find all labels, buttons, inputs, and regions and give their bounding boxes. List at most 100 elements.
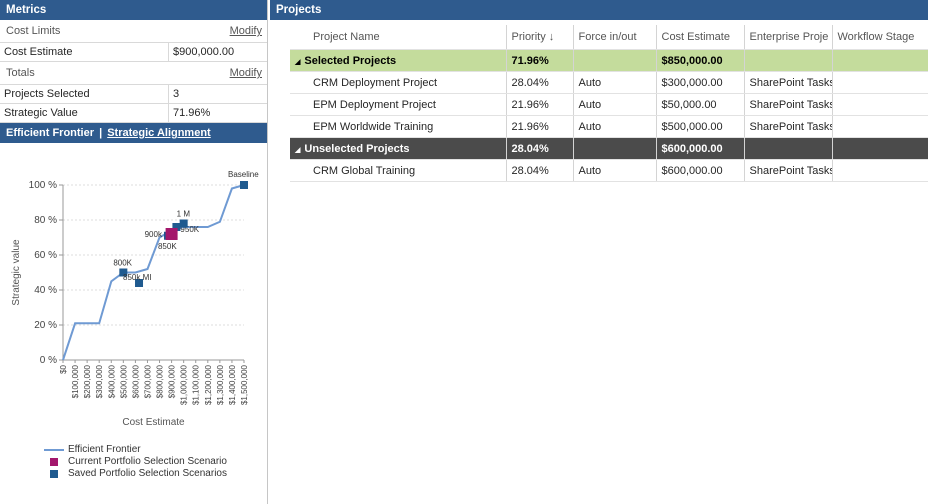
- group-name: Selected Projects: [304, 54, 397, 67]
- x-tick-label: $900,000: [168, 364, 177, 398]
- x-tick-label: $1,200,000: [204, 364, 213, 405]
- current-scenario-point: [165, 228, 178, 240]
- cell-force[interactable]: Auto: [573, 93, 657, 116]
- saved-scenario-label: 850K: [158, 242, 177, 251]
- table-row[interactable]: CRM Global Training 28.04% Auto $600,000…: [290, 159, 928, 182]
- strategic-value-row: Strategic Value 71.96%: [0, 104, 267, 123]
- cell-stage: [832, 93, 928, 116]
- col-force[interactable]: Force in/out: [573, 25, 657, 50]
- chart-legend: Efficient Frontier Current Portfolio Sel…: [44, 444, 227, 480]
- cell-cost: $300,000.00: [656, 71, 745, 94]
- cost-limits-section: Cost Limits Modify: [0, 20, 267, 43]
- saved-scenario-label: 950K: [180, 225, 199, 234]
- x-tick-label: $1,000,000: [180, 364, 189, 405]
- x-tick-label: $700,000: [143, 364, 152, 398]
- metrics-header: Metrics: [0, 0, 267, 20]
- current-scenario-label: 900k: [145, 230, 163, 239]
- projects-grid: Project Name Priority ↓ Force in/out Cos…: [290, 25, 928, 182]
- x-tick-label: $1,300,000: [216, 364, 225, 405]
- projects-panel: Projects Project Name Priority ↓ Force i…: [270, 0, 928, 504]
- totals-section: Totals Modify: [0, 62, 267, 85]
- table-row[interactable]: EPM Worldwide Training 21.96% Auto $500,…: [290, 115, 928, 138]
- x-tick-label: $200,000: [83, 364, 92, 398]
- legend-label-current: Current Portfolio Selection Scenario: [68, 456, 227, 467]
- group-name: Unselected Projects: [304, 142, 410, 155]
- tab-efficient-frontier[interactable]: Efficient Frontier: [6, 127, 95, 139]
- col-cost[interactable]: Cost Estimate: [656, 25, 745, 50]
- x-tick-label: $500,000: [119, 364, 128, 398]
- cost-limits-label: Cost Limits: [6, 25, 61, 37]
- saved-scenario-label: 800K: [113, 259, 132, 268]
- cell-force[interactable]: Auto: [573, 115, 657, 138]
- legend-label-frontier: Efficient Frontier: [68, 444, 141, 455]
- x-tick-label: $1,500,000: [240, 364, 249, 405]
- collapse-icon[interactable]: ◢: [295, 58, 301, 66]
- cell-enterprise: SharePoint Tasks: [744, 71, 833, 94]
- table-row[interactable]: CRM Deployment Project 28.04% Auto $300,…: [290, 71, 928, 94]
- saved-scenario-point: [172, 223, 181, 231]
- cell-name: CRM Global Training: [290, 159, 507, 182]
- left-panel: Metrics Cost Limits Modify Cost Estimate…: [0, 0, 268, 504]
- group-cost: $600,000.00: [656, 137, 745, 160]
- saved-scenario-point: [179, 219, 188, 228]
- strategic-value-label: Strategic Value: [0, 104, 169, 122]
- x-tick-label: $1,400,000: [228, 364, 237, 405]
- legend-item-frontier: Efficient Frontier: [44, 444, 227, 456]
- tab-strategic-alignment[interactable]: Strategic Alignment: [107, 127, 211, 139]
- legend-item-saved: Saved Portfolio Selection Scenarios: [44, 468, 227, 480]
- strategic-value-value: 71.96%: [173, 107, 211, 119]
- saved-scenario-label: 850k MI: [123, 273, 151, 282]
- collapse-icon[interactable]: ◢: [295, 146, 301, 154]
- x-axis-label: Cost Estimate: [122, 417, 185, 428]
- projects-selected-value: 3: [173, 88, 180, 100]
- col-priority[interactable]: Priority ↓: [506, 25, 574, 50]
- projects-header: Projects: [270, 0, 928, 20]
- x-tick-label: $100,000: [71, 364, 80, 398]
- y-axis-label: Strategic value: [11, 239, 22, 306]
- x-tick-label: $0: [59, 364, 68, 373]
- modify-cost-limits-link[interactable]: Modify: [229, 25, 262, 37]
- group-priority: 71.96%: [506, 49, 574, 72]
- legend-label-saved: Saved Portfolio Selection Scenarios: [68, 468, 227, 479]
- cell-name: EPM Deployment Project: [290, 93, 507, 116]
- efficient-frontier-line: [62, 184, 245, 361]
- totals-label: Totals: [6, 67, 35, 79]
- x-tick-label: $300,000: [95, 364, 104, 398]
- cost-estimate-row: Cost Estimate $900,000.00: [0, 43, 267, 62]
- y-tick-label: 80 %: [34, 215, 57, 226]
- cell-enterprise: SharePoint Tasks: [744, 115, 833, 138]
- cell-stage: [832, 71, 928, 94]
- group-cost: $850,000.00: [656, 49, 745, 72]
- x-tick-label: $1,100,000: [192, 364, 201, 405]
- cell-priority: 28.04%: [506, 159, 574, 182]
- cost-estimate-label: Cost Estimate: [0, 43, 169, 61]
- x-tick-label: $800,000: [156, 364, 165, 398]
- chart-tabs: Efficient Frontier | Strategic Alignment: [0, 123, 267, 143]
- x-tick-label: $600,000: [131, 364, 140, 398]
- efficient-frontier-chart: 0 % 20 % 40 % 60 % 80 % 100 % $0 $100,000 $200,0…: [11, 170, 259, 428]
- grid-header-row: Project Name Priority ↓ Force in/out Cos…: [290, 25, 928, 50]
- saved-scenario-point: [135, 279, 144, 287]
- col-project-name[interactable]: Project Name: [290, 25, 507, 50]
- y-tick-label: 60 %: [34, 250, 57, 261]
- cell-cost: $50,000.00: [656, 93, 745, 116]
- table-row[interactable]: EPM Deployment Project 21.96% Auto $50,0…: [290, 93, 928, 116]
- cell-priority: 28.04%: [506, 71, 574, 94]
- col-enterprise[interactable]: Enterprise Proje: [744, 25, 833, 50]
- group-row-unselected[interactable]: ◢ Unselected Projects 28.04% $600,000.00: [290, 137, 928, 160]
- cell-force[interactable]: Auto: [573, 159, 657, 182]
- cell-name: EPM Worldwide Training: [290, 115, 507, 138]
- cell-name: CRM Deployment Project: [290, 71, 507, 94]
- x-tick-label: $400,000: [107, 364, 116, 398]
- cell-force[interactable]: Auto: [573, 71, 657, 94]
- projects-selected-row: Projects Selected 3: [0, 85, 267, 104]
- group-row-selected[interactable]: ◢ Selected Projects 71.96% $850,000.00: [290, 49, 928, 72]
- cost-estimate-value: $900,000.00: [173, 46, 235, 58]
- col-workflow[interactable]: Workflow Stage: [832, 25, 928, 50]
- y-tick-label: 40 %: [34, 285, 57, 296]
- modify-totals-link[interactable]: Modify: [229, 67, 262, 79]
- cell-stage: [832, 159, 928, 182]
- tab-separator: |: [99, 127, 103, 139]
- cell-cost: $600,000.00: [656, 159, 745, 182]
- y-tick-label: 100 %: [29, 180, 57, 191]
